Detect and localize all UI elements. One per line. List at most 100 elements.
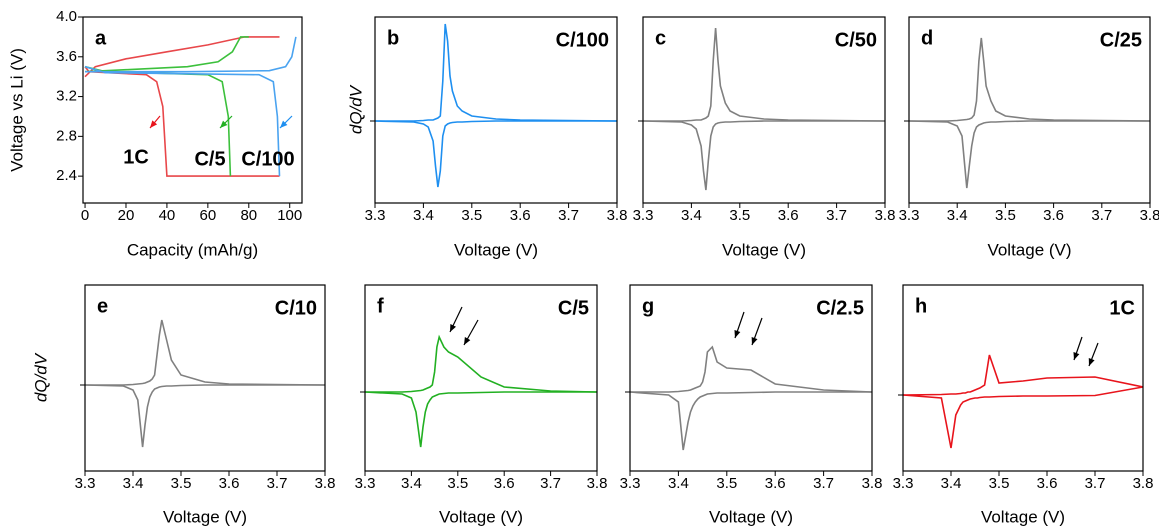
x-tick-label: 3.6 (1043, 207, 1064, 224)
x-tick-label: 3.5 (716, 475, 737, 492)
panel-label: a (95, 27, 107, 49)
x-tick-label: 3.5 (461, 207, 482, 224)
panel-label: g (642, 295, 654, 317)
annotation: C/5 (194, 148, 225, 170)
curve (85, 384, 325, 448)
curve (909, 37, 1150, 122)
curve (84, 36, 249, 73)
x-tick-label: 3.8 (587, 475, 608, 492)
x-tick-label: 3.5 (995, 207, 1016, 224)
x-tick-label: 3.3 (633, 207, 654, 224)
annotation: C/100 (241, 148, 294, 170)
curve (630, 391, 872, 451)
annotation: 1C (123, 146, 149, 168)
x-tick-label: 3.7 (267, 475, 288, 492)
curve (375, 23, 617, 122)
x-tick-label: 60 (200, 207, 217, 224)
x-tick-label: 3.3 (893, 475, 914, 492)
curve (365, 391, 597, 448)
y-tick-label: 3.6 (56, 48, 77, 65)
curve (903, 386, 1143, 449)
x-tick-label: 3.3 (355, 475, 376, 492)
x-tick-label: 3.3 (365, 207, 386, 224)
x-tick-label: 3.4 (123, 475, 144, 492)
x-tick-label: 3.6 (219, 475, 240, 492)
x-tick-label: 3.5 (989, 475, 1010, 492)
panel-label: c (655, 27, 666, 49)
x-tick-label: 3.5 (171, 475, 192, 492)
x-tick-label: 3.8 (1140, 207, 1159, 224)
x-tick-label: 40 (159, 207, 176, 224)
x-tick-label: 3.8 (875, 207, 896, 224)
x-tick-label: 3.6 (510, 207, 531, 224)
x-axis-title: Voltage (V) (709, 507, 793, 526)
x-tick-label: 3.3 (620, 475, 641, 492)
x-axis-title: Voltage (V) (722, 240, 806, 259)
plot-frame (902, 284, 1144, 472)
y-axis-title: dQ/dV (31, 352, 50, 402)
x-tick-label: 3.7 (540, 475, 561, 492)
arrow-head (751, 337, 758, 345)
panel-label: d (921, 27, 933, 49)
x-tick-label: 3.8 (1133, 475, 1154, 492)
arrow-head (1073, 352, 1080, 360)
x-tick-label: 3.8 (862, 475, 883, 492)
x-tick-label: 3.5 (447, 475, 468, 492)
curve (84, 65, 281, 177)
rate-label: C/100 (556, 29, 609, 51)
rate-label: C/25 (1100, 29, 1142, 51)
rate-label: C/2.5 (816, 297, 864, 319)
x-tick-label: 3.4 (947, 207, 968, 224)
plot-frame (642, 16, 886, 204)
panel-label: f (377, 295, 384, 317)
arrow-head (150, 120, 158, 128)
x-axis-title: Voltage (V) (163, 507, 247, 526)
panel-label: e (97, 295, 108, 317)
panel-label: h (915, 295, 927, 317)
x-tick-label: 3.6 (1037, 475, 1058, 492)
arrow-head (450, 324, 456, 332)
x-axis-title: Voltage (V) (454, 240, 538, 259)
x-tick-label: 20 (118, 207, 135, 224)
curve (630, 345, 872, 393)
curve (85, 36, 297, 73)
x-tick-label: 100 (277, 207, 302, 224)
x-tick-label: 3.4 (401, 475, 422, 492)
x-axis-title: Capacity (mAh/g) (127, 240, 258, 259)
curve (643, 27, 885, 122)
plot-frame (374, 16, 618, 204)
x-tick-label: 3.4 (681, 207, 702, 224)
x-tick-label: 3.7 (558, 207, 579, 224)
panel-label: b (387, 27, 399, 49)
x-tick-label: 3.6 (765, 475, 786, 492)
x-tick-label: 3.3 (899, 207, 920, 224)
y-tick-label: 4.0 (56, 8, 77, 25)
x-tick-label: 3.6 (494, 475, 515, 492)
arrow-head (280, 120, 288, 128)
x-tick-label: 3.8 (315, 475, 336, 492)
x-tick-label: 3.5 (729, 207, 750, 224)
plot-frame (84, 284, 326, 472)
rate-label: 1C (1109, 297, 1135, 319)
plot-frame (629, 284, 873, 472)
curve (903, 354, 1143, 396)
plot-frame (908, 16, 1151, 204)
x-axis-title: Voltage (V) (981, 507, 1065, 526)
y-tick-label: 2.8 (56, 127, 77, 144)
x-tick-label: 80 (240, 207, 257, 224)
arrow-head (1088, 358, 1095, 366)
x-tick-label: 3.6 (778, 207, 799, 224)
curve (643, 120, 885, 191)
x-tick-label: 3.4 (941, 475, 962, 492)
x-tick-label: 3.7 (813, 475, 834, 492)
y-axis-title: dQ/dV (346, 84, 365, 134)
plot-frame (82, 16, 303, 204)
rate-label: C/10 (275, 297, 317, 319)
arrow-head (734, 330, 741, 338)
x-tick-label: 3.3 (75, 475, 96, 492)
x-tick-label: 3.4 (668, 475, 689, 492)
arrow-head (220, 120, 228, 128)
x-tick-label: 3.7 (826, 207, 847, 224)
